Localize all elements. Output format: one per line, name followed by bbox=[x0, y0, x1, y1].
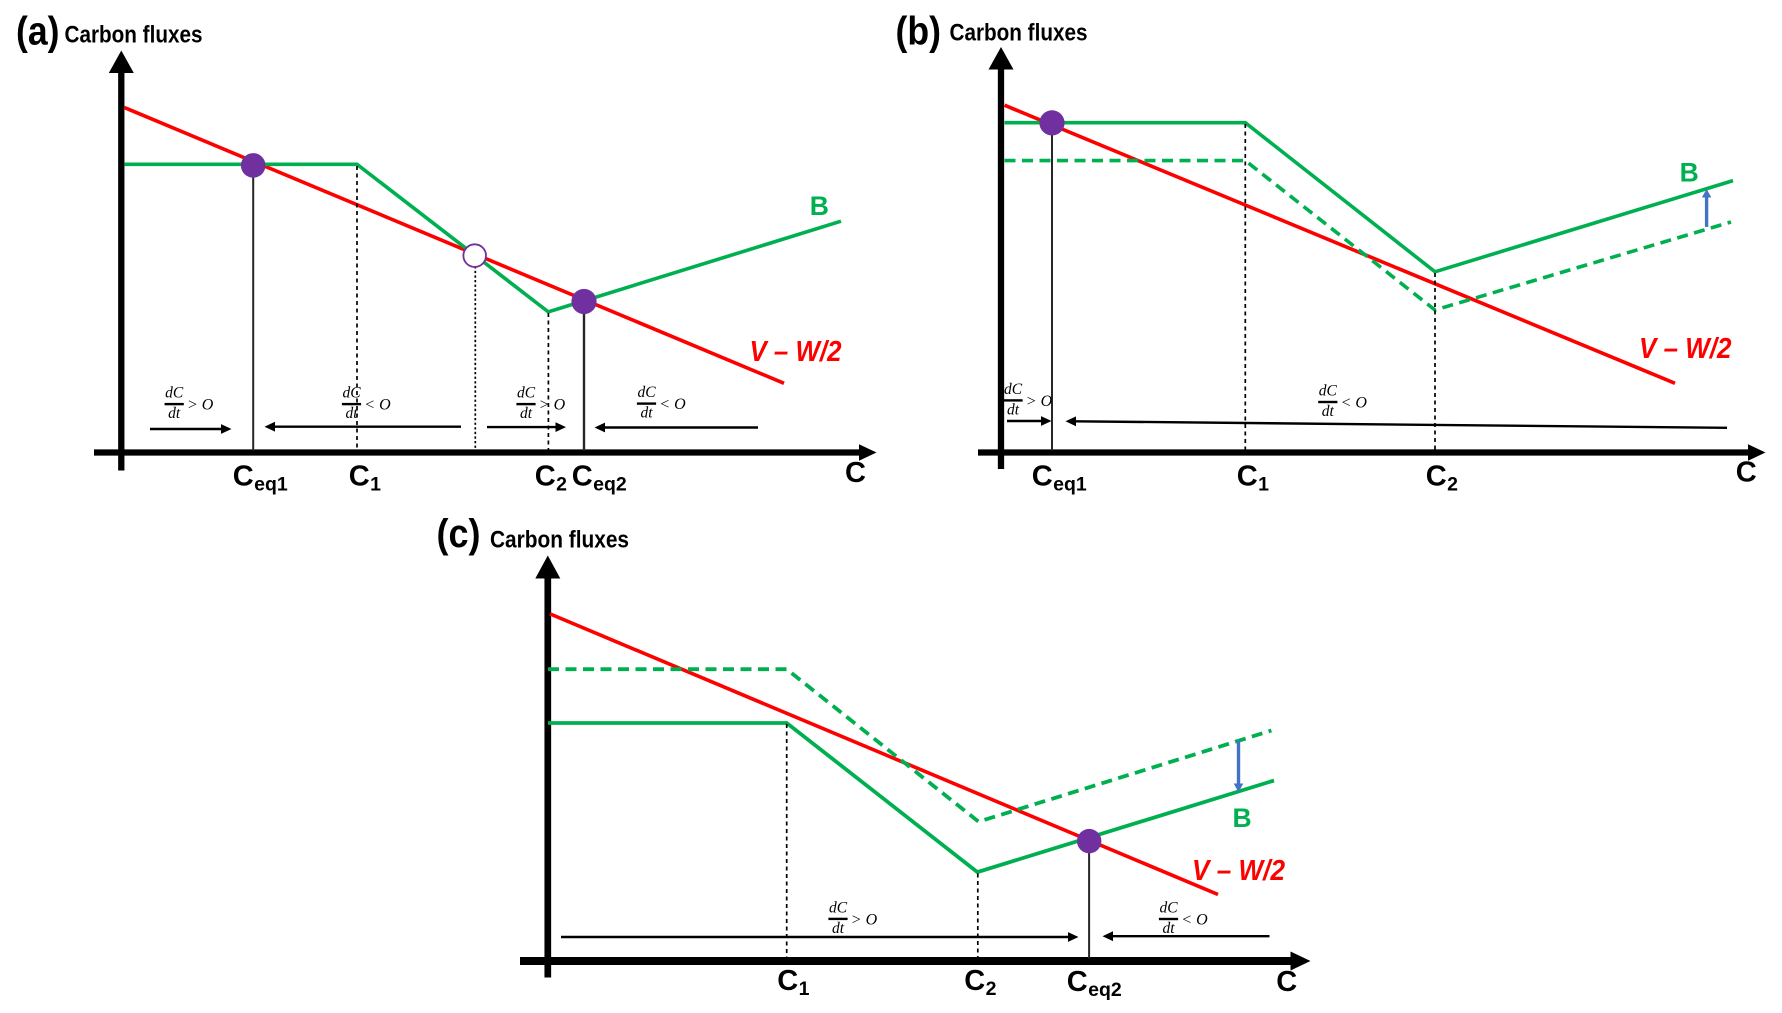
svg-text:V – W/2: V – W/2 bbox=[1192, 855, 1285, 887]
svg-text:2: 2 bbox=[986, 978, 997, 1000]
svg-text:C: C bbox=[964, 965, 985, 997]
svg-text:dt: dt bbox=[640, 405, 653, 422]
svg-text:Carbon fluxes: Carbon fluxes bbox=[490, 526, 629, 553]
svg-text:dC: dC bbox=[1004, 381, 1023, 398]
svg-text:> O: > O bbox=[1026, 393, 1053, 410]
svg-text:1: 1 bbox=[1258, 474, 1269, 496]
svg-text:dt: dt bbox=[1322, 403, 1335, 420]
svg-text:C: C bbox=[1276, 966, 1297, 998]
svg-text:dt: dt bbox=[345, 405, 358, 422]
svg-text:(c): (c) bbox=[437, 512, 481, 556]
svg-text:> O: > O bbox=[851, 912, 878, 929]
svg-text:2: 2 bbox=[1447, 474, 1458, 496]
svg-text:1: 1 bbox=[370, 474, 381, 496]
svg-text:1: 1 bbox=[799, 978, 810, 1000]
svg-text:< O: < O bbox=[1341, 395, 1368, 412]
svg-text:Carbon fluxes: Carbon fluxes bbox=[950, 19, 1088, 46]
svg-text:dC: dC bbox=[637, 384, 656, 401]
svg-text:eq2: eq2 bbox=[1088, 979, 1122, 1001]
svg-text:B: B bbox=[1233, 803, 1252, 833]
svg-text:V – W/2: V – W/2 bbox=[750, 336, 842, 368]
svg-text:C: C bbox=[233, 461, 254, 493]
svg-text:C: C bbox=[1426, 461, 1447, 493]
svg-text:< O: < O bbox=[659, 396, 686, 413]
svg-text:Carbon fluxes: Carbon fluxes bbox=[65, 22, 203, 49]
svg-text:2: 2 bbox=[556, 474, 567, 496]
svg-text:B: B bbox=[1680, 158, 1699, 188]
svg-text:C: C bbox=[572, 461, 593, 493]
svg-text:> O: > O bbox=[539, 397, 566, 414]
svg-text:dt: dt bbox=[520, 405, 533, 422]
svg-text:C: C bbox=[1067, 966, 1088, 998]
svg-text:dt: dt bbox=[832, 920, 845, 937]
svg-text:C: C bbox=[777, 965, 798, 997]
svg-text:eq1: eq1 bbox=[1053, 474, 1087, 496]
svg-text:< O: < O bbox=[364, 397, 391, 414]
svg-text:dC: dC bbox=[517, 385, 536, 402]
svg-text:C: C bbox=[349, 461, 370, 493]
svg-text:V – W/2: V – W/2 bbox=[1639, 333, 1732, 365]
svg-text:B: B bbox=[810, 191, 829, 221]
svg-text:eq1: eq1 bbox=[254, 474, 288, 496]
svg-text:dC: dC bbox=[1159, 899, 1178, 916]
svg-text:C: C bbox=[1237, 461, 1258, 493]
svg-text:dt: dt bbox=[1007, 401, 1020, 418]
svg-text:dt: dt bbox=[1162, 920, 1175, 937]
svg-text:dC: dC bbox=[1319, 382, 1338, 399]
svg-text:dC: dC bbox=[165, 385, 184, 402]
svg-text:C: C bbox=[535, 461, 556, 493]
svg-text:< O: < O bbox=[1181, 912, 1208, 929]
svg-text:dC: dC bbox=[342, 385, 361, 402]
svg-text:C: C bbox=[1032, 461, 1053, 493]
svg-text:C: C bbox=[1736, 457, 1757, 489]
svg-text:dC: dC bbox=[829, 899, 848, 916]
svg-text:(b): (b) bbox=[896, 9, 942, 53]
svg-text:> O: > O bbox=[187, 397, 214, 414]
svg-text:C: C bbox=[845, 457, 866, 489]
svg-text:eq2: eq2 bbox=[593, 474, 627, 496]
svg-text:dt: dt bbox=[168, 405, 181, 422]
svg-text:(a): (a) bbox=[16, 10, 60, 54]
